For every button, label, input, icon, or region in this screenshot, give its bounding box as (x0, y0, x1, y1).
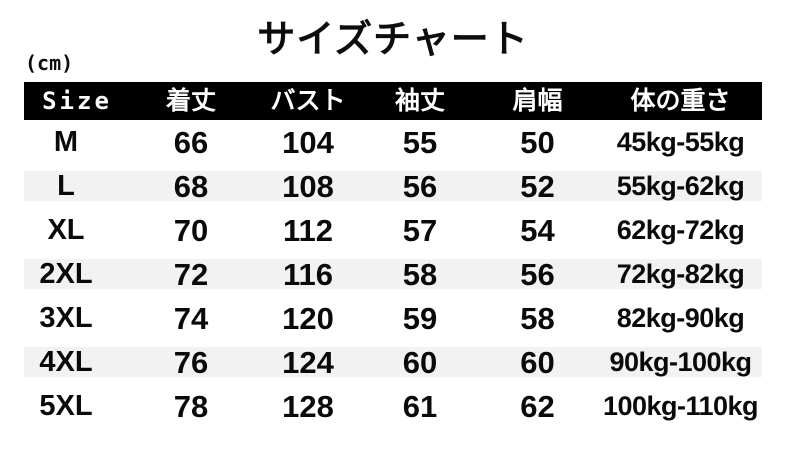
table-cell: 58 (402, 256, 438, 292)
table-cell: 58 (520, 300, 555, 336)
header-cell-bust: バスト (270, 86, 346, 115)
table-cell-size: 2XL (39, 257, 93, 290)
table-cell: 59 (402, 300, 438, 336)
table-cell: 72 (173, 256, 209, 292)
table-cell: 62 (520, 388, 555, 424)
table-cell: 116 (282, 256, 333, 292)
table-row: 4XL 76 124 60 60 90kg-100kg (24, 340, 762, 384)
table-cell: 90kg-100kg (609, 346, 752, 377)
table-cell: 60 (402, 344, 438, 380)
table-cell: 57 (402, 212, 438, 248)
table-row: L 68 108 56 52 55kg-62kg (24, 164, 762, 208)
table-cell: 55kg-62kg (616, 170, 745, 201)
table-cell: 112 (282, 212, 333, 248)
table-cell: 50 (520, 124, 555, 160)
table-cell: 78 (173, 388, 209, 424)
table-header-row: Size 着丈 バスト 袖丈 肩幅 体の重さ (24, 82, 762, 120)
header-cell-shoulder: 肩幅 (512, 86, 563, 115)
unit-label: (cm) (25, 51, 74, 75)
table-cell: 120 (282, 300, 334, 336)
table-cell: 52 (520, 168, 555, 204)
table-cell: 62kg-72kg (616, 214, 745, 245)
table-row: 5XL 78 128 61 62 100kg-110kg (24, 384, 762, 428)
table-row: 3XL 74 120 59 58 82kg-90kg (24, 296, 762, 340)
table-cell: 72kg-82kg (616, 258, 745, 289)
table-cell: 76 (173, 344, 209, 380)
table-cell: 61 (402, 388, 438, 424)
table-cell: 128 (282, 388, 334, 424)
table-cell: 124 (282, 344, 334, 380)
page-title: サイズチャート (257, 19, 529, 61)
table-cell-size: 3XL (39, 301, 93, 334)
table-row: XL 70 112 57 54 62kg-72kg (24, 208, 762, 252)
table-cell-size: M (53, 125, 79, 158)
header-cell-size: Size (42, 87, 112, 115)
table-cell: 54 (520, 212, 555, 248)
table-cell: 60 (520, 344, 555, 380)
table-cell: 74 (173, 300, 209, 336)
table-cell: 104 (282, 124, 334, 160)
table-cell: 100kg-110kg (602, 390, 759, 421)
table-cell: 68 (173, 168, 209, 204)
table-cell: 70 (173, 212, 209, 248)
header-cell-weight: 体の重さ (630, 86, 731, 115)
table-cell: 82kg-90kg (616, 302, 745, 333)
table-cell-size: XL (47, 213, 85, 246)
table-cell: 56 (520, 256, 555, 292)
size-table: Size 着丈 バスト 袖丈 肩幅 体の重さ M 66 104 55 50 45… (24, 82, 762, 428)
table-cell: 55 (402, 124, 438, 160)
table-cell: 66 (173, 124, 209, 160)
table-cell: 56 (402, 168, 438, 204)
table-cell: 108 (282, 168, 334, 204)
header-cell-length: 着丈 (165, 86, 216, 115)
table-cell-size: 4XL (39, 345, 93, 378)
table-cell-size: 5XL (39, 389, 93, 422)
table-row: M 66 104 55 50 45kg-55kg (24, 120, 762, 164)
table-row: 2XL 72 116 58 56 72kg-82kg (24, 252, 762, 296)
table-cell-size: L (57, 169, 75, 202)
table-cell: 45kg-55kg (616, 126, 745, 157)
header-cell-sleeve: 袖丈 (394, 86, 445, 115)
